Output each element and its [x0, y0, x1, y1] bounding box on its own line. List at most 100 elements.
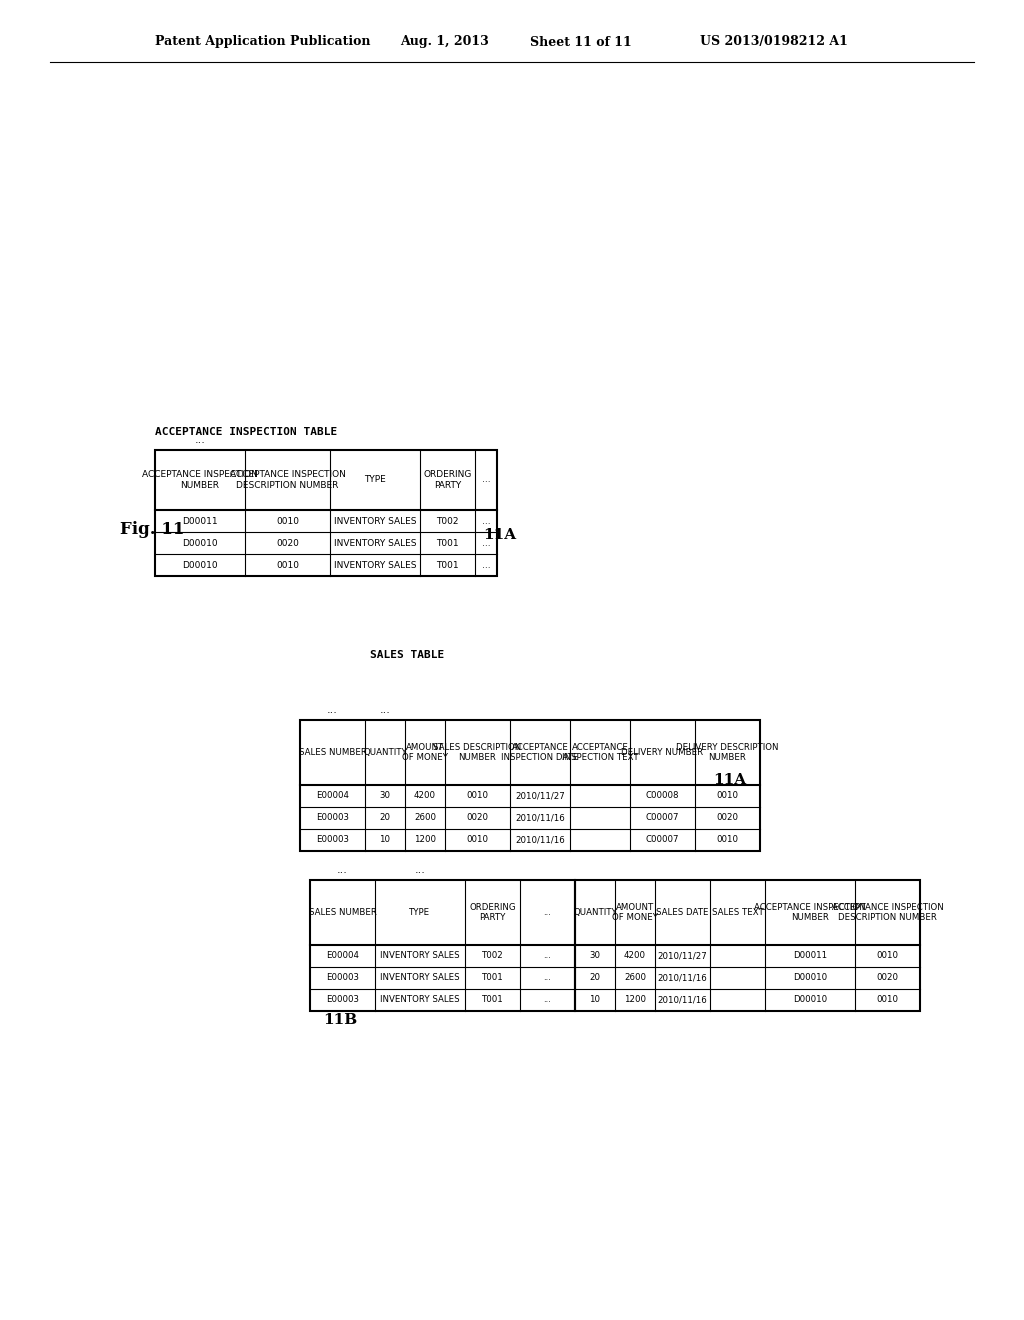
Text: 2010/11/27: 2010/11/27	[515, 792, 565, 800]
Text: 0010: 0010	[877, 995, 898, 1005]
Text: 2010/11/16: 2010/11/16	[657, 995, 708, 1005]
Text: 2600: 2600	[624, 974, 646, 982]
Text: 11A: 11A	[483, 528, 516, 543]
Text: ...: ...	[544, 974, 552, 982]
Text: 0010: 0010	[717, 792, 738, 800]
Text: E00003: E00003	[326, 974, 359, 982]
Bar	[310, 880, 575, 1011]
Text: ...: ...	[481, 539, 490, 548]
Text: ...: ...	[481, 516, 490, 525]
Text: C00007: C00007	[646, 836, 679, 845]
Text: D00010: D00010	[182, 561, 218, 569]
Text: T001: T001	[481, 995, 504, 1005]
Text: AMOUNT
OF MONEY: AMOUNT OF MONEY	[402, 743, 449, 762]
Text: INVENTORY SALES: INVENTORY SALES	[334, 539, 416, 548]
Text: 0010: 0010	[717, 836, 738, 845]
Text: E00004: E00004	[316, 792, 349, 800]
Text: 2010/11/27: 2010/11/27	[657, 952, 708, 961]
Text: 30: 30	[380, 792, 390, 800]
Text: 2010/11/16: 2010/11/16	[657, 974, 708, 982]
Text: SALES NUMBER: SALES NUMBER	[308, 908, 377, 917]
Text: 0020: 0020	[467, 813, 488, 822]
Text: 0020: 0020	[877, 974, 898, 982]
Text: ...: ...	[544, 908, 552, 917]
Text: ACCEPTANCE INSPECTION
NUMBER: ACCEPTANCE INSPECTION NUMBER	[754, 903, 866, 923]
Text: C00007: C00007	[646, 813, 679, 822]
Text: SALES TEXT: SALES TEXT	[712, 908, 763, 917]
Text: Fig. 11: Fig. 11	[120, 521, 184, 539]
Text: 2010/11/16: 2010/11/16	[515, 813, 565, 822]
Text: E00004: E00004	[326, 952, 359, 961]
Text: SALES DESCRIPTION
NUMBER: SALES DESCRIPTION NUMBER	[433, 743, 521, 762]
Text: 0010: 0010	[877, 952, 898, 961]
Text: T001: T001	[436, 539, 459, 548]
Text: 0020: 0020	[276, 539, 299, 548]
Text: SALES TABLE: SALES TABLE	[370, 649, 444, 660]
Text: 20: 20	[590, 974, 600, 982]
Text: INVENTORY SALES: INVENTORY SALES	[334, 561, 416, 569]
Text: T001: T001	[436, 561, 459, 569]
Text: ...: ...	[544, 952, 552, 961]
Text: Aug. 1, 2013: Aug. 1, 2013	[400, 36, 488, 49]
Text: 4200: 4200	[624, 952, 646, 961]
Text: D00010: D00010	[182, 539, 218, 548]
Text: ACCEPTANCE
INSPECTION TEXT: ACCEPTANCE INSPECTION TEXT	[562, 743, 638, 762]
Text: ...: ...	[327, 705, 338, 715]
Text: QUANTITY: QUANTITY	[364, 748, 407, 756]
Text: E00003: E00003	[326, 995, 359, 1005]
Text: T002: T002	[481, 952, 504, 961]
Text: ACCEPTANCE INSPECTION
NUMBER: ACCEPTANCE INSPECTION NUMBER	[142, 470, 258, 490]
Text: 11B: 11B	[323, 1012, 357, 1027]
Text: 0020: 0020	[717, 813, 738, 822]
Text: 0010: 0010	[276, 516, 299, 525]
Text: Patent Application Publication: Patent Application Publication	[155, 36, 371, 49]
Text: 0010: 0010	[276, 561, 299, 569]
Text: 30: 30	[590, 952, 600, 961]
Text: E00003: E00003	[316, 836, 349, 845]
Text: ORDERING
PARTY: ORDERING PARTY	[423, 470, 472, 490]
Text: 4200: 4200	[414, 792, 436, 800]
Text: Sheet 11 of 11: Sheet 11 of 11	[530, 36, 632, 49]
Text: 10: 10	[380, 836, 390, 845]
Text: INVENTORY SALES: INVENTORY SALES	[380, 952, 460, 961]
Text: 2010/11/16: 2010/11/16	[515, 836, 565, 845]
Text: SALES NUMBER: SALES NUMBER	[299, 748, 367, 756]
Text: ACCEPTANCE
INSPECTION DATE: ACCEPTANCE INSPECTION DATE	[502, 743, 579, 762]
Text: ORDERING
PARTY: ORDERING PARTY	[469, 903, 516, 923]
Text: TYPE: TYPE	[365, 475, 386, 484]
Text: D00010: D00010	[793, 974, 827, 982]
Text: T002: T002	[436, 516, 459, 525]
Text: ACCEPTANCE INSPECTION
DESCRIPTION NUMBER: ACCEPTANCE INSPECTION DESCRIPTION NUMBER	[831, 903, 943, 923]
Text: ...: ...	[481, 475, 490, 484]
Text: AMOUNT
OF MONEY: AMOUNT OF MONEY	[612, 903, 658, 923]
Text: T001: T001	[481, 974, 504, 982]
Text: 1200: 1200	[414, 836, 436, 845]
Text: ...: ...	[481, 561, 490, 569]
Text: 0010: 0010	[467, 836, 488, 845]
Text: QUANTITY: QUANTITY	[573, 908, 616, 917]
Text: ...: ...	[380, 705, 390, 715]
Text: ACCEPTANCE INSPECTION TABLE: ACCEPTANCE INSPECTION TABLE	[155, 426, 337, 437]
Text: ...: ...	[195, 436, 206, 445]
Text: ACCEPTANCE INSPECTION
DESCRIPTION NUMBER: ACCEPTANCE INSPECTION DESCRIPTION NUMBER	[229, 470, 345, 490]
Text: INVENTORY SALES: INVENTORY SALES	[380, 995, 460, 1005]
Text: 2600: 2600	[414, 813, 436, 822]
Text: D00010: D00010	[793, 995, 827, 1005]
Text: ...: ...	[544, 995, 552, 1005]
Bar	[155, 450, 497, 576]
Text: DELIVERY DESCRIPTION
NUMBER: DELIVERY DESCRIPTION NUMBER	[676, 743, 778, 762]
Text: INVENTORY SALES: INVENTORY SALES	[334, 516, 416, 525]
Text: SALES DATE: SALES DATE	[656, 908, 709, 917]
Text: ...: ...	[337, 865, 348, 875]
Text: ...: ...	[415, 865, 425, 875]
Text: INVENTORY SALES: INVENTORY SALES	[380, 974, 460, 982]
Text: 0010: 0010	[467, 792, 488, 800]
Text: 10: 10	[590, 995, 600, 1005]
Text: 11A: 11A	[714, 774, 746, 787]
Bar	[300, 719, 760, 851]
Text: D00011: D00011	[182, 516, 218, 525]
Text: C00008: C00008	[646, 792, 679, 800]
Text: TYPE: TYPE	[410, 908, 430, 917]
Text: E00003: E00003	[316, 813, 349, 822]
Bar	[575, 880, 920, 1011]
